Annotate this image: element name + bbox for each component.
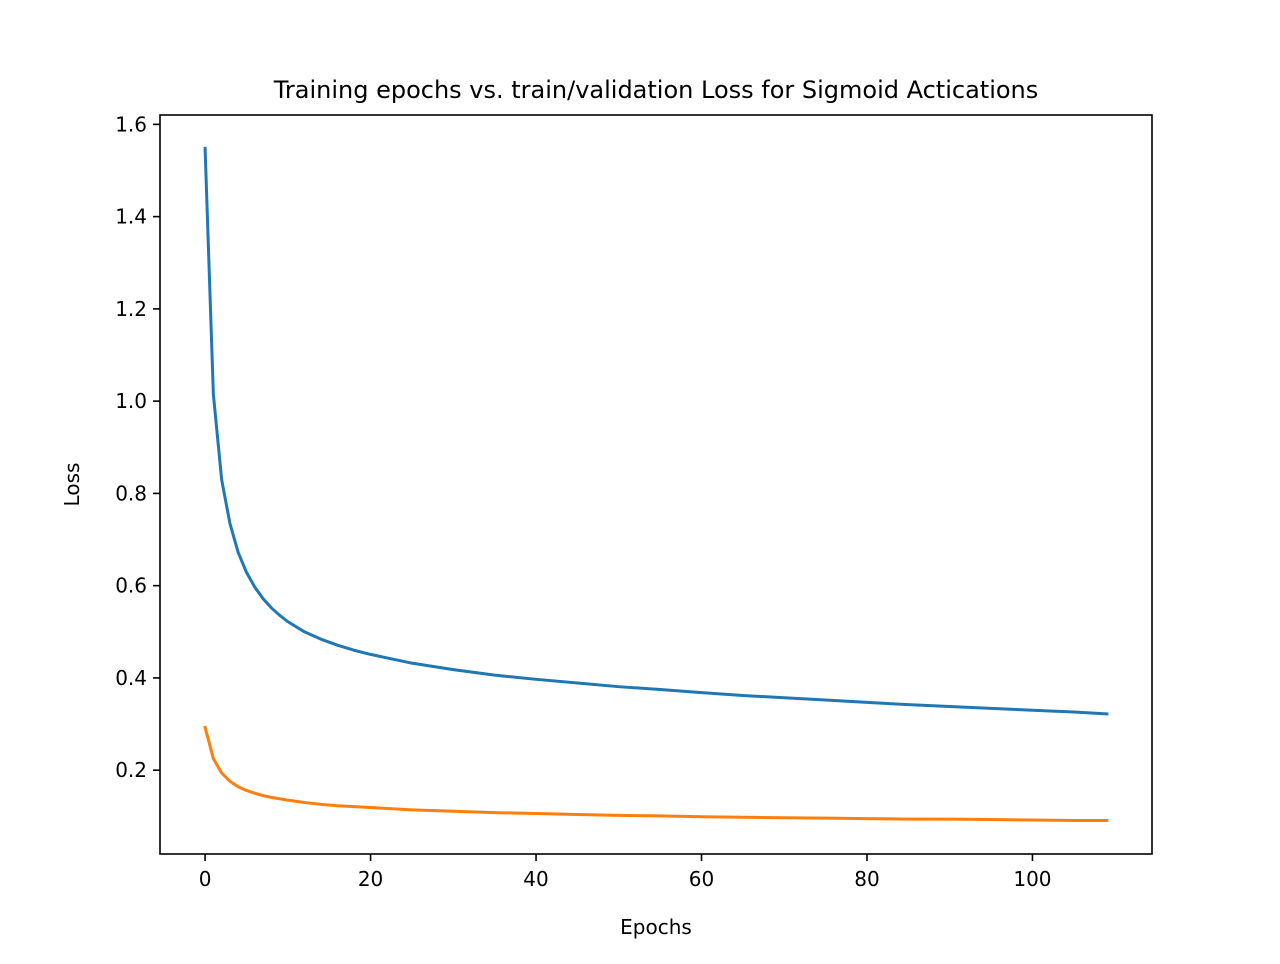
y-tick-label: 1.2 [115,297,147,321]
series-line-2 [203,725,1109,822]
y-tick-label: 1.6 [115,112,147,136]
y-tick-label: 0.6 [115,574,147,598]
x-tick-label: 80 [854,867,879,891]
x-tick-label: 60 [689,867,714,891]
x-tick-label: 0 [199,867,212,891]
y-tick-label: 0.2 [115,758,147,782]
plot-background [160,115,1152,854]
x-tick-label: 40 [523,867,548,891]
y-axis: 0.2 0.4 0.6 0.8 1.0 1.2 1.4 1.6 [115,112,160,782]
y-tick-label: 1.4 [115,205,147,229]
y-axis-label: Loss [60,463,84,507]
plot-area [159,114,1153,855]
x-axis-label: Epochs [620,915,692,939]
series-line-1 [203,146,1109,716]
plot-frame [159,114,1153,855]
y-tick-label: 0.4 [115,666,147,690]
y-tick-label: 0.8 [115,481,147,505]
y-tick-label: 1.0 [115,389,147,413]
x-tick-label: 20 [358,867,383,891]
x-axis: 0 20 40 60 80 100 [199,854,1052,891]
x-tick-label: 100 [1013,867,1051,891]
series-layer [203,146,1109,822]
chart-title: Training epochs vs. train/validation Los… [273,76,1039,104]
